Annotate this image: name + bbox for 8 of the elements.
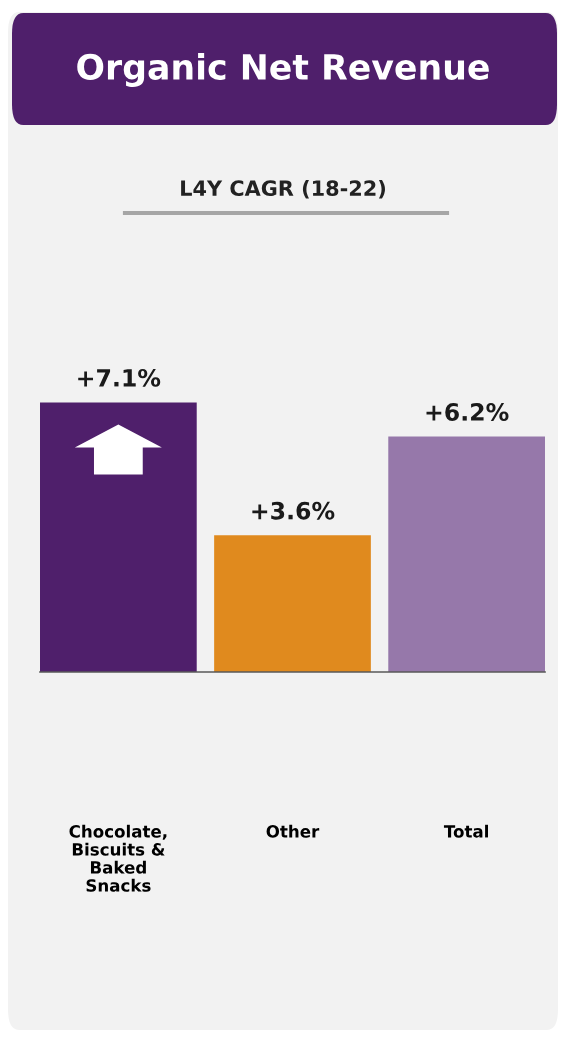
chart-title: Organic Net Revenue [77, 53, 489, 87]
x-tick-label: Chocolate, Biscuits & Baked Snacks [69, 824, 167, 892]
x-tick-label: Other [266, 824, 320, 838]
data-label: +7.1% [78, 368, 161, 387]
x-tick-label: Total [443, 824, 489, 838]
data-label: +3.6% [252, 501, 335, 520]
chart-subtitle: L4Y CAGR (18-22) [181, 179, 386, 199]
data-label: +6.2% [426, 403, 509, 421]
